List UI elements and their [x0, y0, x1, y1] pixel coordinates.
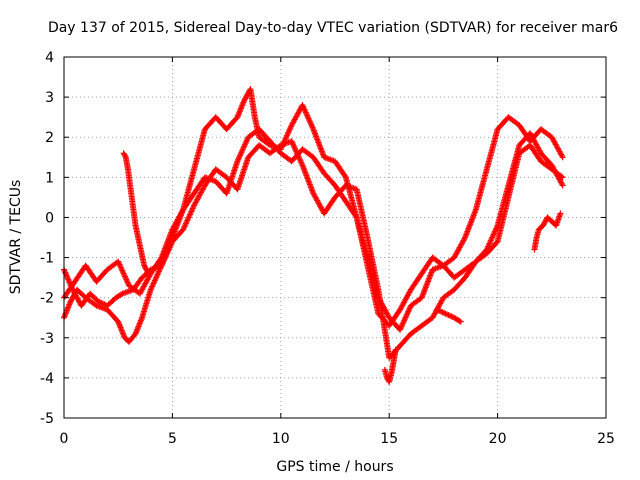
data-point-segment-early	[145, 270, 152, 277]
data-point-segment-early	[122, 152, 129, 159]
data-point-track-a	[341, 172, 348, 179]
ticks	[63, 56, 607, 419]
data-point-track-a	[559, 154, 566, 161]
x-tick-label: 20	[489, 431, 507, 447]
y-tick-label: 4	[45, 50, 54, 66]
data-point-segment-late	[557, 210, 564, 217]
data-point-track-c	[559, 174, 566, 181]
chart-title: Day 137 of 2015, Sidereal Day-to-day VTE…	[48, 20, 618, 36]
data-point-segment-mid	[457, 318, 464, 325]
data-layer	[61, 86, 566, 385]
x-tick-label: 25	[597, 431, 615, 447]
tick-labels: 0 5 10 15 20 25 -5 -4 -3 -2 -1 0 1 2 3 4	[40, 50, 615, 447]
data-point-segment-early	[144, 269, 151, 276]
x-tick-label: 5	[168, 431, 177, 447]
x-axis-title: GPS time / hours	[276, 459, 393, 475]
y-axis-title: SDTVAR / TECUs	[8, 180, 24, 295]
y-tick-label: 3	[45, 90, 54, 106]
y-tick-label: 0	[45, 210, 54, 226]
y-tick-label: -2	[40, 291, 54, 307]
data-point-track-b	[559, 182, 566, 189]
y-tick-label: -4	[40, 371, 54, 387]
data-point-track-c	[352, 213, 359, 220]
y-tick-label: 1	[45, 170, 54, 186]
y-tick-label: -5	[40, 411, 54, 427]
x-tick-label: 15	[380, 431, 398, 447]
grid	[64, 57, 606, 418]
y-tick-label: -1	[40, 251, 54, 267]
data-point-segment-mid	[456, 317, 463, 324]
y-tick-label: -3	[40, 331, 54, 347]
x-tick-label: 0	[60, 431, 69, 447]
y-tick-label: 2	[45, 130, 54, 146]
plot-frame	[63, 56, 607, 419]
x-tick-label: 10	[272, 431, 290, 447]
data-point-segment-dip	[392, 346, 399, 353]
data-point-track-c	[558, 173, 565, 180]
data-point-track-b	[118, 291, 125, 298]
